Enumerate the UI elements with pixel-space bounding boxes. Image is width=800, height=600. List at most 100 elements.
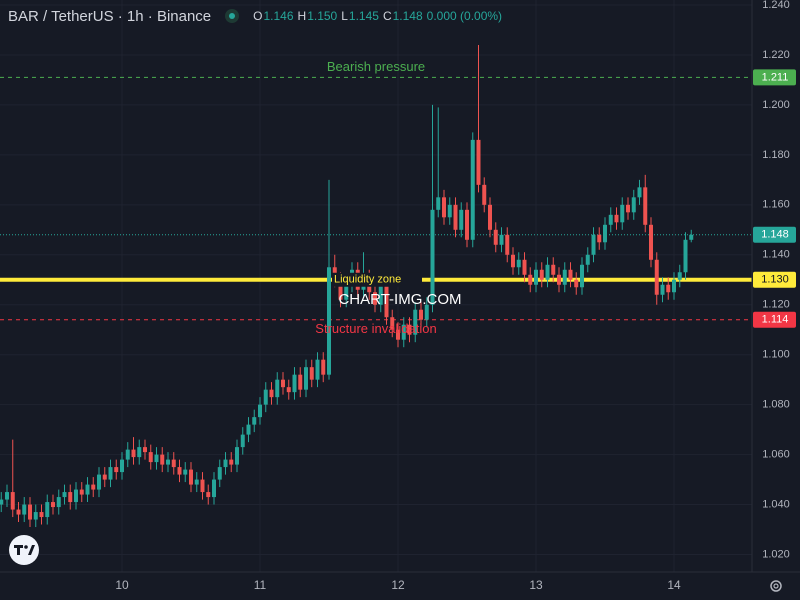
- candle-body: [10, 492, 15, 510]
- candle-body: [171, 459, 176, 468]
- candle-body: [229, 459, 234, 465]
- candle-body: [580, 264, 584, 288]
- candle-body: [85, 484, 90, 495]
- candle-body: [344, 284, 349, 300]
- candle-body: [338, 279, 343, 300]
- candle-body: [131, 449, 136, 458]
- candle-body: [309, 367, 314, 380]
- candle-body: [591, 234, 596, 255]
- candle-body: [683, 239, 688, 273]
- candle-body: [378, 284, 383, 305]
- candle-body: [413, 309, 418, 335]
- candle-body: [528, 274, 533, 285]
- candle-body: [183, 469, 188, 475]
- candle-body: [315, 359, 320, 380]
- price-tag-label: 1.148: [761, 229, 789, 241]
- candle-body: [373, 292, 377, 305]
- ohlc-key: O: [253, 9, 263, 23]
- candle-body: [649, 224, 653, 260]
- candle-body: [275, 379, 280, 398]
- candle-body: [240, 434, 245, 448]
- candle-body: [516, 259, 521, 268]
- y-tick-label: 1.140: [762, 249, 790, 261]
- candle-body: [22, 504, 27, 515]
- candle-body: [453, 204, 458, 230]
- candle-body: [102, 474, 107, 480]
- candle-body: [177, 467, 182, 475]
- price-tag: [753, 226, 796, 243]
- candle-body: [384, 284, 389, 318]
- candle-body: [534, 269, 538, 285]
- candle-body: [91, 484, 96, 490]
- level-label: Liquidity zone: [334, 274, 401, 286]
- candle-body: [407, 324, 412, 335]
- candle-body: [189, 469, 193, 485]
- candle-body: [465, 209, 469, 240]
- x-tick-label: 10: [115, 578, 129, 592]
- candle-body: [499, 234, 504, 245]
- candle-body: [557, 274, 561, 285]
- y-tick-label: 1.160: [762, 199, 790, 211]
- candle-body: [33, 512, 38, 520]
- candle-body: [574, 279, 579, 288]
- tv-logo: [9, 535, 39, 565]
- candle-body: [459, 209, 464, 230]
- candle-body: [0, 499, 4, 505]
- x-tick-label: 14: [667, 578, 681, 592]
- candle-body: [488, 204, 492, 230]
- y-tick-label: 1.060: [762, 449, 790, 461]
- candle-body: [74, 489, 78, 503]
- y-tick-label: 1.080: [762, 399, 790, 411]
- ohlc-value: 1.148: [392, 9, 423, 23]
- candle-body: [603, 224, 607, 243]
- candle-body: [419, 309, 423, 320]
- candle-body: [631, 197, 636, 213]
- candle-body: [424, 304, 429, 320]
- candle-body: [212, 479, 216, 498]
- candle-body: [154, 454, 159, 463]
- candle-body: [217, 467, 222, 480]
- ohlc: O 1.146 H 1.150 L 1.145 C 1.148: [249, 9, 423, 23]
- candle-body: [436, 197, 441, 210]
- y-tick-label: 1.120: [762, 299, 790, 311]
- candle-body: [562, 269, 567, 285]
- candle-body: [568, 269, 573, 280]
- x-tick-label: 11: [254, 578, 267, 592]
- candle-body: [298, 374, 303, 390]
- price-tag: [753, 311, 796, 328]
- candle-body: [643, 187, 648, 225]
- ohlc-key: C: [382, 9, 392, 23]
- candle-body: [292, 374, 297, 393]
- candle-body: [660, 284, 665, 295]
- price-tag: [753, 69, 796, 86]
- candle-body: [597, 234, 602, 243]
- settings-icon[interactable]: [770, 580, 782, 592]
- candle-body: [672, 279, 676, 293]
- y-tick-label: 1.200: [762, 99, 790, 111]
- y-tick-label: 1.040: [762, 498, 790, 510]
- price-tag-label: 1.211: [762, 71, 789, 83]
- symbol-title: BAR / TetherUS · 1h · Binance: [8, 7, 212, 25]
- candle-body: [620, 204, 625, 223]
- candle-body: [637, 187, 642, 198]
- candle-body: [442, 197, 446, 218]
- labels: 1.020 1.040 1.060 1.080 1.100 1.120 1.140 1.160…: [115, 0, 796, 592]
- candle-body: [246, 424, 251, 435]
- candle-body: [269, 389, 274, 398]
- level-label-bg: [332, 272, 422, 287]
- status-dot: [225, 9, 240, 23]
- candle-body: [108, 467, 113, 480]
- candle-body: [125, 449, 130, 460]
- candle-body: [166, 459, 170, 465]
- candle-body: [327, 267, 331, 375]
- ohlc-value: 1.146: [263, 9, 294, 23]
- candle-body: [321, 359, 326, 375]
- ohlc-value: 1.150: [307, 9, 338, 23]
- candle-body: [206, 492, 211, 498]
- price-tag: [753, 271, 796, 288]
- candle-body: [614, 214, 619, 223]
- candle-body: [258, 404, 262, 418]
- x-tick-label: 13: [529, 578, 543, 592]
- candle-body: [200, 479, 205, 493]
